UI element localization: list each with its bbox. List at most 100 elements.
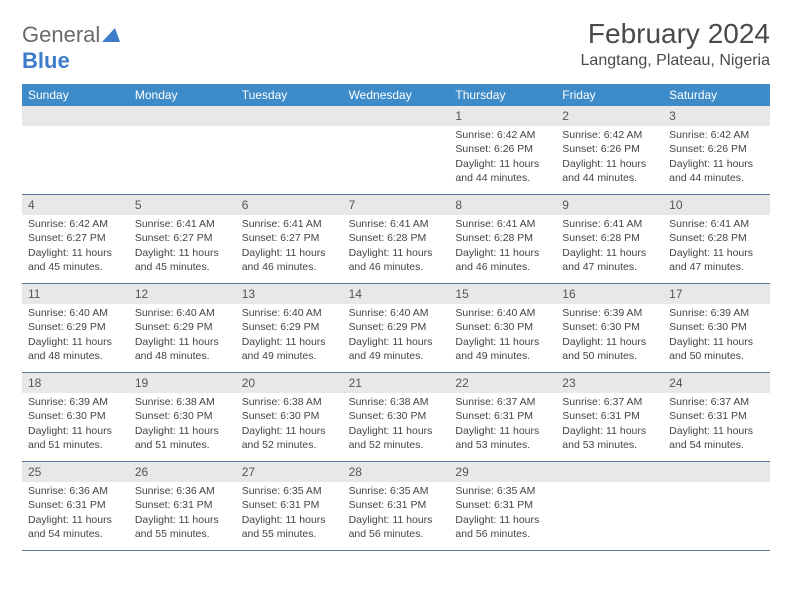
day-number: 4 xyxy=(22,195,129,215)
month-title: February 2024 xyxy=(581,18,770,50)
day-number: 1 xyxy=(449,106,556,126)
logo-text-gray: General xyxy=(22,22,100,47)
daylight-text: Daylight: 11 hours and 50 minutes. xyxy=(562,335,657,363)
location: Langtang, Plateau, Nigeria xyxy=(581,52,770,70)
daylight-text: Daylight: 11 hours and 53 minutes. xyxy=(455,424,550,452)
daylight-text: Daylight: 11 hours and 44 minutes. xyxy=(455,157,550,185)
daylight-text: Daylight: 11 hours and 54 minutes. xyxy=(28,513,123,541)
day-cell: 19Sunrise: 6:38 AMSunset: 6:30 PMDayligh… xyxy=(129,373,236,461)
sunrise-text: Sunrise: 6:40 AM xyxy=(135,306,230,320)
day-number: 10 xyxy=(663,195,770,215)
day-cell: 22Sunrise: 6:37 AMSunset: 6:31 PMDayligh… xyxy=(449,373,556,461)
day-number: 20 xyxy=(236,373,343,393)
day-cell: 6Sunrise: 6:41 AMSunset: 6:27 PMDaylight… xyxy=(236,195,343,283)
day-number: 24 xyxy=(663,373,770,393)
weeks-grid: 1 Sunrise: 6:42 AMSunset: 6:26 PMDaylight… xyxy=(22,106,770,551)
daylight-text: Daylight: 11 hours and 49 minutes. xyxy=(455,335,550,363)
day-number: 28 xyxy=(343,462,450,482)
empty-day-number xyxy=(343,106,450,126)
sunset-text: Sunset: 6:27 PM xyxy=(135,231,230,245)
sunrise-text: Sunrise: 6:35 AM xyxy=(455,484,550,498)
day-cell: 21Sunrise: 6:38 AMSunset: 6:30 PMDayligh… xyxy=(343,373,450,461)
day-cell: 9Sunrise: 6:41 AMSunset: 6:28 PMDaylight… xyxy=(556,195,663,283)
day-cell xyxy=(663,462,770,550)
day-cell: 17Sunrise: 6:39 AMSunset: 6:30 PMDayligh… xyxy=(663,284,770,372)
day-cell: 14Sunrise: 6:40 AMSunset: 6:29 PMDayligh… xyxy=(343,284,450,372)
title-block: February 2024 Langtang, Plateau, Nigeria xyxy=(581,18,770,70)
daylight-text: Daylight: 11 hours and 50 minutes. xyxy=(669,335,764,363)
day-content: Sunrise: 6:38 AMSunset: 6:30 PMDaylight:… xyxy=(343,393,450,458)
weekday-header: Wednesday xyxy=(343,84,450,106)
day-number: 25 xyxy=(22,462,129,482)
header: GeneralBlue February 2024 Langtang, Plat… xyxy=(22,18,770,74)
sunrise-text: Sunrise: 6:36 AM xyxy=(135,484,230,498)
day-cell: 12Sunrise: 6:40 AMSunset: 6:29 PMDayligh… xyxy=(129,284,236,372)
day-number: 27 xyxy=(236,462,343,482)
daylight-text: Daylight: 11 hours and 56 minutes. xyxy=(455,513,550,541)
sunset-text: Sunset: 6:31 PM xyxy=(669,409,764,423)
day-number: 23 xyxy=(556,373,663,393)
empty-day-number xyxy=(22,106,129,126)
day-cell: 20Sunrise: 6:38 AMSunset: 6:30 PMDayligh… xyxy=(236,373,343,461)
day-content: Sunrise: 6:40 AMSunset: 6:30 PMDaylight:… xyxy=(449,304,556,369)
week-row: 4Sunrise: 6:42 AMSunset: 6:27 PMDaylight… xyxy=(22,195,770,284)
logo: GeneralBlue xyxy=(22,22,120,74)
day-content: Sunrise: 6:37 AMSunset: 6:31 PMDaylight:… xyxy=(449,393,556,458)
sunset-text: Sunset: 6:27 PM xyxy=(28,231,123,245)
day-number: 13 xyxy=(236,284,343,304)
sunset-text: Sunset: 6:31 PM xyxy=(242,498,337,512)
sunrise-text: Sunrise: 6:40 AM xyxy=(349,306,444,320)
day-number: 17 xyxy=(663,284,770,304)
sunset-text: Sunset: 6:30 PM xyxy=(669,320,764,334)
day-content: Sunrise: 6:41 AMSunset: 6:27 PMDaylight:… xyxy=(129,215,236,280)
day-content: Sunrise: 6:42 AMSunset: 6:27 PMDaylight:… xyxy=(22,215,129,280)
sunset-text: Sunset: 6:29 PM xyxy=(135,320,230,334)
daylight-text: Daylight: 11 hours and 45 minutes. xyxy=(135,246,230,274)
sunrise-text: Sunrise: 6:40 AM xyxy=(455,306,550,320)
sunset-text: Sunset: 6:28 PM xyxy=(349,231,444,245)
day-cell: 13Sunrise: 6:40 AMSunset: 6:29 PMDayligh… xyxy=(236,284,343,372)
day-content: Sunrise: 6:42 AMSunset: 6:26 PMDaylight:… xyxy=(663,126,770,191)
sunset-text: Sunset: 6:28 PM xyxy=(669,231,764,245)
day-cell: 7Sunrise: 6:41 AMSunset: 6:28 PMDaylight… xyxy=(343,195,450,283)
day-number: 14 xyxy=(343,284,450,304)
sunrise-text: Sunrise: 6:37 AM xyxy=(562,395,657,409)
day-cell: 18Sunrise: 6:39 AMSunset: 6:30 PMDayligh… xyxy=(22,373,129,461)
daylight-text: Daylight: 11 hours and 49 minutes. xyxy=(349,335,444,363)
daylight-text: Daylight: 11 hours and 47 minutes. xyxy=(562,246,657,274)
week-row: 25Sunrise: 6:36 AMSunset: 6:31 PMDayligh… xyxy=(22,462,770,551)
daylight-text: Daylight: 11 hours and 48 minutes. xyxy=(135,335,230,363)
daylight-text: Daylight: 11 hours and 52 minutes. xyxy=(349,424,444,452)
sunrise-text: Sunrise: 6:41 AM xyxy=(349,217,444,231)
sunrise-text: Sunrise: 6:41 AM xyxy=(135,217,230,231)
day-cell: 26Sunrise: 6:36 AMSunset: 6:31 PMDayligh… xyxy=(129,462,236,550)
day-cell: 8Sunrise: 6:41 AMSunset: 6:28 PMDaylight… xyxy=(449,195,556,283)
empty-day-number xyxy=(663,462,770,482)
weekday-header: Saturday xyxy=(663,84,770,106)
daylight-text: Daylight: 11 hours and 53 minutes. xyxy=(562,424,657,452)
daylight-text: Daylight: 11 hours and 48 minutes. xyxy=(28,335,123,363)
daylight-text: Daylight: 11 hours and 55 minutes. xyxy=(242,513,337,541)
day-content: Sunrise: 6:39 AMSunset: 6:30 PMDaylight:… xyxy=(22,393,129,458)
day-number: 6 xyxy=(236,195,343,215)
day-content: Sunrise: 6:39 AMSunset: 6:30 PMDaylight:… xyxy=(556,304,663,369)
sunrise-text: Sunrise: 6:40 AM xyxy=(28,306,123,320)
sunset-text: Sunset: 6:30 PM xyxy=(28,409,123,423)
sunset-text: Sunset: 6:31 PM xyxy=(455,498,550,512)
day-cell xyxy=(236,106,343,194)
sunset-text: Sunset: 6:31 PM xyxy=(28,498,123,512)
day-cell: 10Sunrise: 6:41 AMSunset: 6:28 PMDayligh… xyxy=(663,195,770,283)
day-number: 21 xyxy=(343,373,450,393)
day-content: Sunrise: 6:41 AMSunset: 6:28 PMDaylight:… xyxy=(343,215,450,280)
weekday-header: Sunday xyxy=(22,84,129,106)
sunset-text: Sunset: 6:28 PM xyxy=(562,231,657,245)
day-content: Sunrise: 6:36 AMSunset: 6:31 PMDaylight:… xyxy=(22,482,129,547)
day-content: Sunrise: 6:37 AMSunset: 6:31 PMDaylight:… xyxy=(556,393,663,458)
weekday-header: Tuesday xyxy=(236,84,343,106)
day-number: 26 xyxy=(129,462,236,482)
sunrise-text: Sunrise: 6:41 AM xyxy=(242,217,337,231)
day-number: 19 xyxy=(129,373,236,393)
sunrise-text: Sunrise: 6:42 AM xyxy=(562,128,657,142)
sunset-text: Sunset: 6:31 PM xyxy=(562,409,657,423)
day-cell: 24Sunrise: 6:37 AMSunset: 6:31 PMDayligh… xyxy=(663,373,770,461)
